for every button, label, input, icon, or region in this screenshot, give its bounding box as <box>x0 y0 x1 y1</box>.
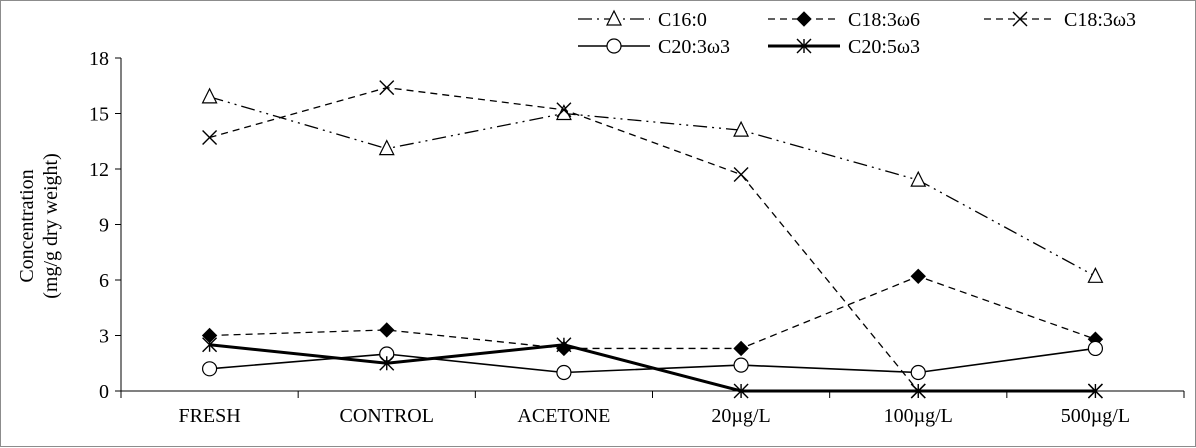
legend-marker <box>1012 11 1028 27</box>
y-tick-label: 9 <box>99 215 109 237</box>
data-point <box>733 120 750 137</box>
y-axis-label-line-1: Concentration <box>16 169 38 282</box>
data-point <box>910 364 926 381</box>
y-axis-label: Concentration (mg/g dry weight) <box>16 153 62 299</box>
legend-label: C16:0 <box>658 9 707 31</box>
axes: 0 3 6 9 12 15 18 FRESH CONTROL ACETONE 20µg/L 100µg… <box>89 48 1185 427</box>
data-point <box>910 268 926 285</box>
x-tick-label: ACETONE <box>517 405 610 427</box>
data-point <box>556 337 572 353</box>
x-tick-label: 500µg/L <box>1061 405 1130 427</box>
data-point <box>733 340 749 357</box>
series-c18-3-6 <box>201 268 1104 357</box>
x-tick-label: CONTROL <box>340 405 434 427</box>
legend: C16:0 C18:3ω6 C18:3ω3 C20:3ω3 C20:5ω3 <box>578 9 1136 58</box>
legend-label: C18:3ω3 <box>1064 9 1136 31</box>
data-point <box>379 355 395 371</box>
legend-marker <box>796 38 812 54</box>
y-tick-label: 0 <box>99 381 109 403</box>
legend-marker <box>606 9 622 26</box>
data-point <box>1087 266 1104 283</box>
y-tick-label: 12 <box>89 159 109 181</box>
legend-entry: C20:3ω3 <box>578 36 730 58</box>
data-point <box>378 139 395 156</box>
series-c18-3-3 <box>202 80 1103 399</box>
series-line <box>209 343 1096 393</box>
data-point <box>379 322 395 338</box>
y-tick-label: 3 <box>99 326 109 348</box>
data-point <box>910 383 926 399</box>
data-point <box>555 104 572 121</box>
series-layer <box>201 80 1104 399</box>
data-point <box>1087 383 1103 399</box>
legend-entry: C20:5ω3 <box>768 36 920 58</box>
series-c16-0 <box>201 87 1104 283</box>
data-point <box>910 170 927 187</box>
series-line <box>209 275 1096 350</box>
series-line <box>209 96 1096 277</box>
data-point <box>1087 340 1104 357</box>
legend-marker <box>796 11 812 27</box>
legend-label: C20:5ω3 <box>848 36 920 58</box>
series-c20-3-3 <box>201 340 1104 381</box>
data-point <box>556 364 572 381</box>
y-tick-label: 18 <box>89 48 109 70</box>
data-point <box>733 167 749 183</box>
data-point <box>201 361 218 377</box>
data-point <box>201 87 218 104</box>
data-point <box>733 383 749 399</box>
legend-entry: C16:0 <box>578 9 707 31</box>
y-tick-label: 15 <box>89 104 109 126</box>
legend-marker <box>606 38 622 54</box>
series-c20-5-3 <box>202 337 1103 399</box>
series-line <box>209 86 1096 392</box>
data-point <box>733 357 749 373</box>
y-axis-label-line-2: (mg/g dry weight) <box>40 153 62 299</box>
x-tick-label: 100µg/L <box>884 405 953 427</box>
legend-entry: C18:3ω6 <box>768 9 920 31</box>
legend-entry: C18:3ω3 <box>984 9 1136 31</box>
data-point <box>379 80 395 96</box>
data-point <box>202 130 218 146</box>
x-tick-label: FRESH <box>178 405 240 427</box>
data-point <box>202 337 218 353</box>
legend-label: C20:3ω3 <box>658 36 730 58</box>
y-tick-label: 6 <box>99 270 109 292</box>
data-point <box>556 102 572 118</box>
x-tick-label: 20µg/L <box>711 405 770 427</box>
legend-label: C18:3ω6 <box>848 9 920 31</box>
